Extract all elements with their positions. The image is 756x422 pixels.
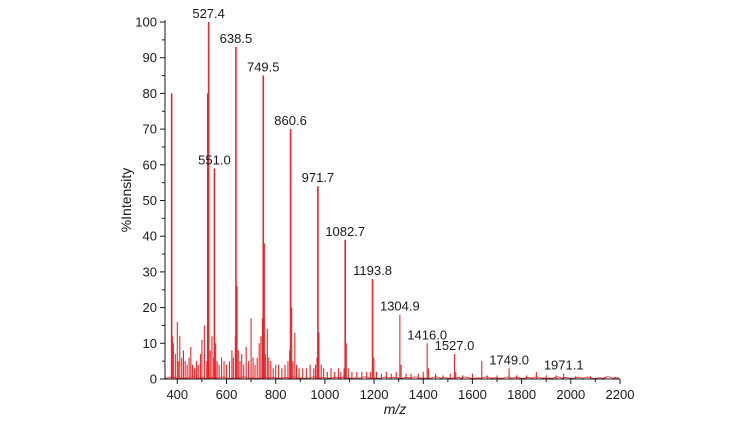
x-tick-label: 1800 — [507, 387, 536, 402]
x-tick-label: 800 — [265, 387, 287, 402]
peak-label: 638.5 — [220, 31, 253, 46]
peak-label: 527.4 — [192, 6, 225, 21]
peak-label: 1416.0 — [407, 327, 447, 342]
y-ticks: 0 10 20 30 40 50 60 70 80 90 100 — [135, 15, 165, 387]
peak-label: 1193.8 — [353, 263, 392, 278]
peaks-layer — [164, 22, 620, 379]
y-tick-label: 30 — [143, 264, 157, 279]
axes-layer — [164, 20, 620, 380]
y-tick-label: 10 — [143, 336, 157, 351]
y-tick-label: 50 — [143, 193, 157, 208]
peak-label: 860.6 — [274, 113, 307, 128]
y-tick-label: 90 — [143, 50, 157, 65]
peak-label: 1971.1 — [544, 358, 584, 373]
y-tick-label: 70 — [143, 122, 157, 137]
peak-label: 1527.0 — [435, 338, 475, 353]
y-tick-label: 0 — [150, 372, 157, 387]
peak-label: 971.7 — [302, 170, 335, 185]
peak-label: 749.5 — [247, 60, 280, 75]
peak-label: 1304.9 — [380, 299, 420, 314]
y-axis-title: %Intensity — [118, 168, 134, 233]
x-tick-label: 1000 — [310, 387, 339, 402]
x-tick-label: 2000 — [556, 387, 585, 402]
x-tick-label: 2200 — [606, 387, 635, 402]
x-ticks: 400 600 800 1000 1200 1400 1600 1800 2000 2200 — [166, 379, 634, 402]
x-tick-label: 1600 — [458, 387, 487, 402]
x-tick-label: 1200 — [360, 387, 389, 402]
peak-labels: 527.4 551.0 638.5 749.5 860.6 971.7 1082.7 1193… — [192, 6, 583, 373]
x-tick-label: 1400 — [409, 387, 438, 402]
y-tick-label: 40 — [143, 229, 157, 244]
peak-label: 551.0 — [198, 152, 231, 167]
y-tick-label: 80 — [143, 86, 157, 101]
y-tick-label: 20 — [143, 300, 157, 315]
y-tick-label: 60 — [143, 157, 157, 172]
x-axis-title: m/z — [384, 401, 407, 417]
peak-label: 1082.7 — [325, 224, 365, 239]
x-tick-label: 600 — [216, 387, 238, 402]
x-tick-label: 400 — [166, 387, 188, 402]
baseline-noise — [164, 376, 620, 379]
peak-label: 1749.0 — [489, 352, 529, 367]
y-tick-label: 100 — [135, 15, 157, 30]
